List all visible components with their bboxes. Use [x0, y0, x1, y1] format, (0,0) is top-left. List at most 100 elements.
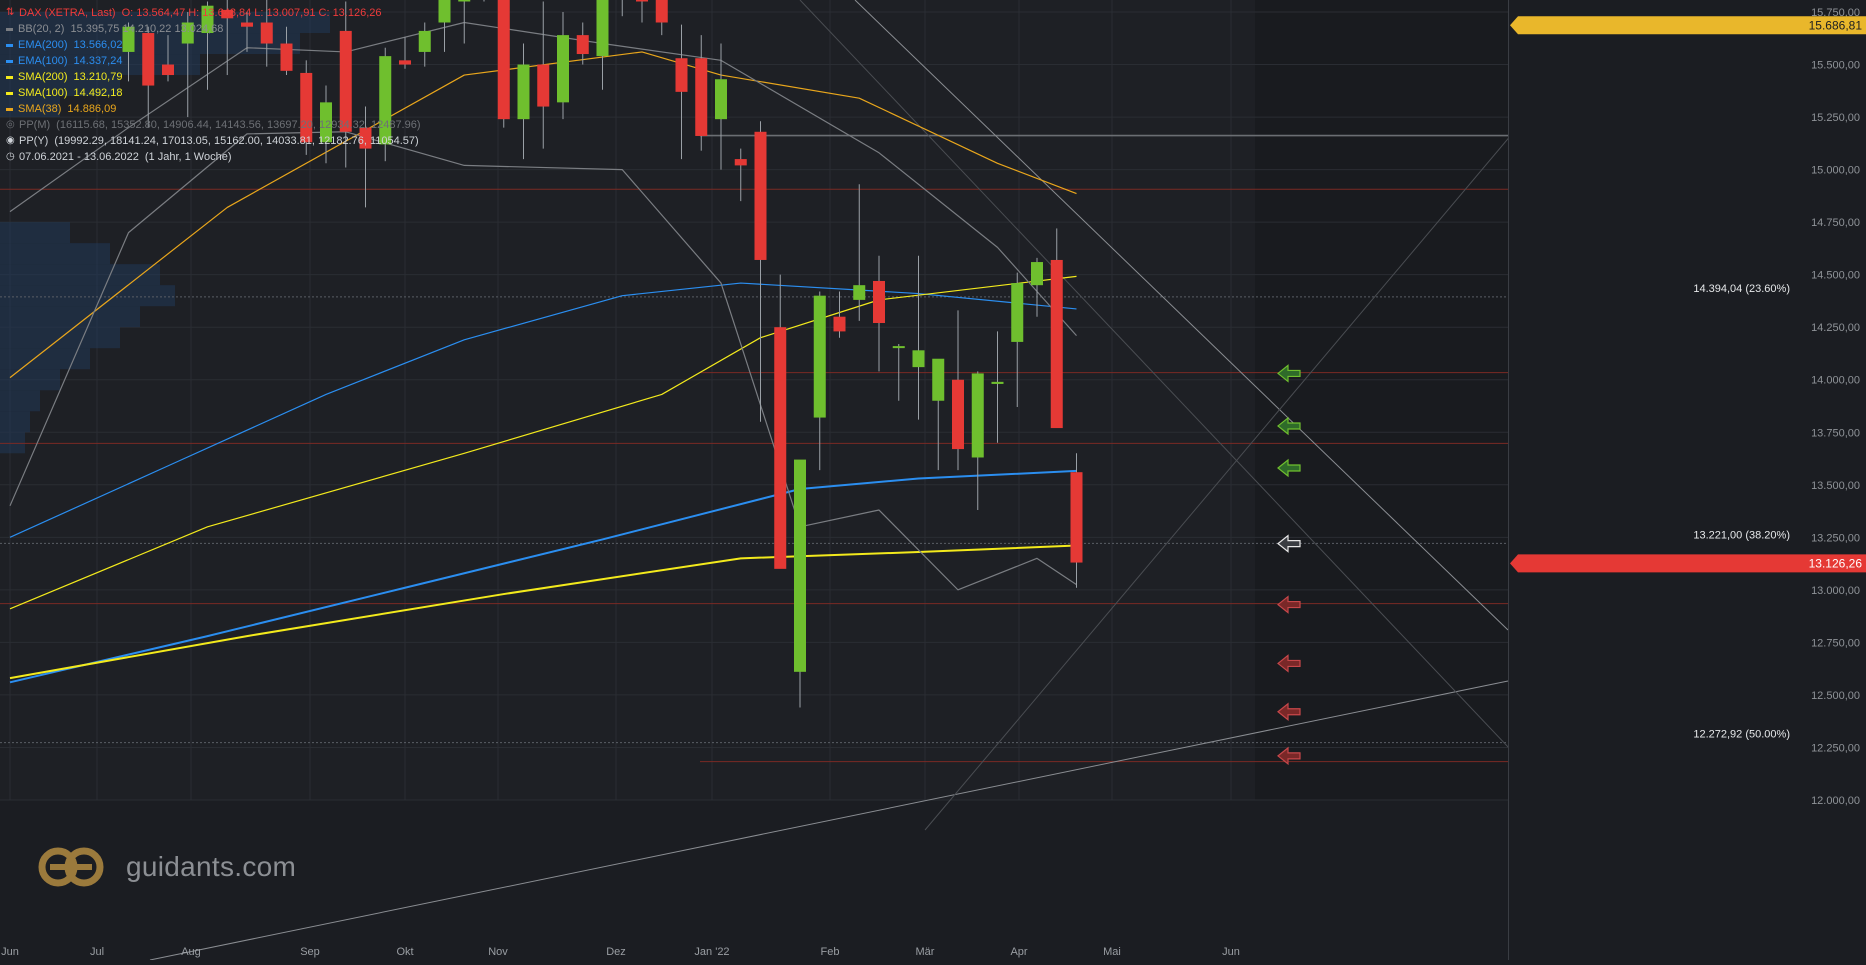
candle-down [1050, 259, 1063, 429]
price-tick-label: 15.000,00 [1811, 165, 1860, 177]
data-range-shade [0, 0, 1255, 800]
time-tick-label: Mai [1103, 946, 1121, 958]
time-axis: Jun Jul Aug Sep Okt Nov Dez Jan '22 Feb Mär Apr Mai… [1, 946, 1240, 958]
time-tick-label: Jan '22 [694, 946, 729, 958]
sma100-swatch [6, 91, 13, 95]
legend-ppm[interactable]: ◎ PP(M) (16115.68, 15352.80, 14906.44, 1… [6, 117, 421, 133]
legend-ema100-name: EMA(100) [18, 55, 68, 67]
candle-up [517, 64, 530, 120]
candle-down [300, 72, 313, 143]
time-tick-label: Dez [606, 946, 626, 958]
legend-bb-values: 15.395,75 14.210,22 13.024,68 [70, 23, 224, 35]
legend-range-period: (1 Jahr, 1 Woche) [144, 151, 232, 163]
legend-ppy-values: (19992.29, 18141.24, 17013.05, 15162.00,… [54, 135, 419, 147]
legend-ppy[interactable]: ◉ PP(Y) (19992.29, 18141.24, 17013.05, 1… [6, 133, 421, 149]
legend-ppy-name: PP(Y) [19, 135, 49, 147]
legend-main-name: DAX (XETRA, Last) [19, 7, 116, 19]
sma200-swatch [6, 75, 13, 79]
candle-up [813, 295, 826, 418]
target-icon: ◉ [6, 135, 15, 146]
time-tick-label: Nov [488, 946, 508, 958]
price-tick-label: 13.000,00 [1811, 585, 1860, 597]
candle-up [122, 26, 135, 52]
candle-down [695, 58, 708, 136]
legend-ema100-values: 14.337,24 [73, 55, 123, 67]
candle-down [162, 64, 174, 76]
price-tick-label: 13.500,00 [1811, 480, 1860, 492]
candle-up [715, 79, 727, 120]
candle-up [438, 0, 451, 23]
legend-bb[interactable]: BB(20, 2) 15.395,75 14.210,22 13.024,68 [6, 21, 421, 37]
legend-main[interactable]: ⇅ DAX (XETRA, Last) O: 13.564,47 H: 13.6… [6, 5, 421, 21]
legend-ema200[interactable]: EMA(200) 13.566,02 [6, 37, 421, 53]
red-arrow-icon [1277, 595, 1301, 614]
red-arrow-icon [1277, 654, 1301, 673]
legend-main-values: O: 13.564,47 H: 13.648,84 L: 13.007,91 C… [121, 7, 382, 19]
legend-sma38[interactable]: SMA(38) 14.886,09 [6, 101, 421, 117]
fib-labels: 14.394,04 (23.60%) 13.221,00 (38.20%) 12.2… [1693, 283, 1790, 741]
volume-profile-bar [0, 390, 40, 412]
candle-up [596, 0, 609, 57]
brand-name: guidants.com [126, 851, 297, 882]
candle-down [537, 64, 550, 107]
price-tick-label: 15.500,00 [1811, 60, 1860, 72]
price-tick-label: 12.000,00 [1811, 795, 1860, 807]
price-tick-label: 12.750,00 [1811, 637, 1860, 649]
series-line [9, 131, 1077, 591]
price-tick-label: 15.750,00 [1811, 7, 1860, 19]
price-axis-background [1508, 0, 1866, 960]
candle-down [675, 58, 688, 92]
last-price-tag-bg [1510, 554, 1866, 573]
volume-profile-bar [0, 306, 140, 328]
volume-profile-bar [0, 222, 70, 244]
legend-ema100[interactable]: EMA(100) 14.337,24 [6, 53, 421, 69]
legend-sma100[interactable]: SMA(100) 14.492,18 [6, 85, 421, 101]
candle-down [576, 35, 589, 55]
legend-sma200[interactable]: SMA(200) 13.210,79 [6, 69, 421, 85]
candle-down [754, 131, 767, 260]
candle-down [497, 0, 510, 120]
sma38-swatch [6, 107, 13, 111]
candle-up [458, 0, 471, 2]
candle-up [932, 358, 945, 401]
candle-up [794, 459, 806, 672]
pivot-lines [0, 134, 1508, 763]
legend-ppm-values: (16115.68, 15352.80, 14906.44, 14143.56,… [56, 119, 421, 131]
ema200-swatch [6, 43, 13, 47]
white-arrow-icon [1277, 534, 1301, 553]
brand-logo: guidants.com [36, 842, 296, 892]
legend-sma38-name: SMA(38) [18, 103, 62, 115]
fib-level-label: 14.394,04 (23.60%) [1693, 283, 1790, 295]
volume-profile-bar [0, 411, 30, 433]
trendline-resistance [854, 0, 1509, 631]
future-area [1255, 0, 1508, 800]
time-tick-label: Mär [916, 946, 935, 958]
candle-up [418, 30, 431, 52]
volume-profile-bar [0, 243, 110, 265]
trendline-support [149, 680, 1509, 961]
candle-up [991, 381, 1004, 384]
legend-sma100-name: SMA(100) [18, 87, 68, 99]
candle-up [181, 22, 194, 44]
green-arrow-icon [1277, 458, 1301, 478]
price-tick-label: 14.250,00 [1811, 322, 1860, 334]
volume-profile-bar [0, 264, 160, 286]
time-tick-label: Apr [1010, 946, 1027, 958]
legend-range[interactable]: ◷ 07.06.2021 - 13.06.2022 (1 Jahr, 1 Woc… [6, 149, 421, 165]
legend-sma38-values: 14.886,09 [67, 103, 117, 115]
price-tick-label: 12.500,00 [1811, 690, 1860, 702]
time-tick-label: Aug [181, 946, 201, 958]
volume-profile-bar [0, 96, 60, 118]
candle-down [339, 30, 352, 132]
price-tick-label: 14.750,00 [1811, 217, 1860, 229]
chart-legend: ⇅ DAX (XETRA, Last) O: 13.564,47 H: 13.6… [6, 5, 421, 165]
volume-profile-bar [0, 432, 25, 454]
legend-range-dates: 07.06.2021 - 13.06.2022 [19, 151, 139, 163]
green-arrow-icon [1277, 416, 1301, 436]
candle-down [221, 9, 234, 19]
legend-ema200-name: EMA(200) [18, 39, 68, 51]
time-tick-label: Feb [821, 946, 840, 958]
bb-swatch [6, 27, 13, 31]
